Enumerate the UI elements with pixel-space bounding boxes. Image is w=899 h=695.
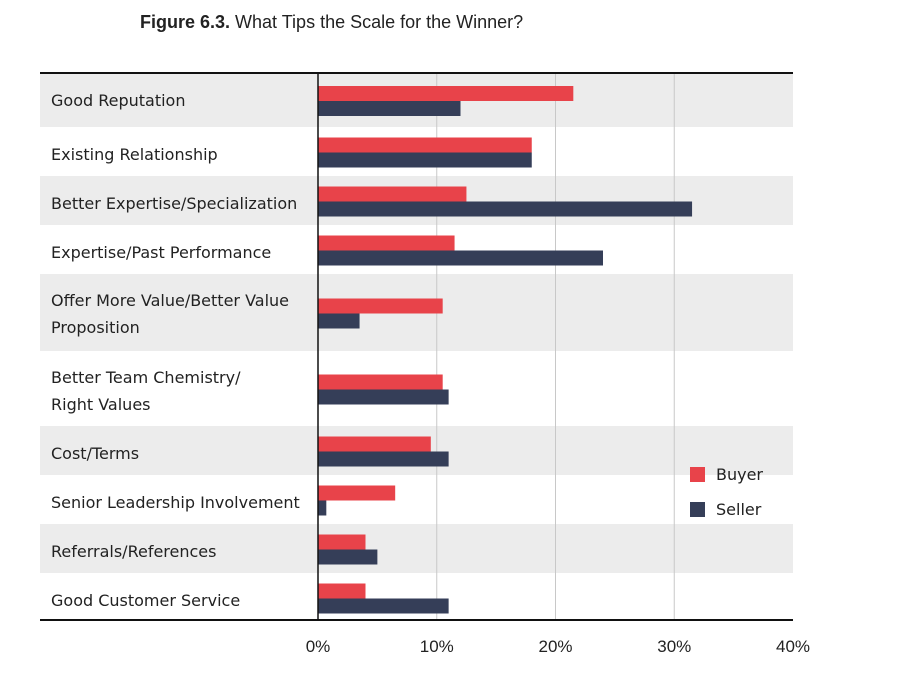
category-label: Cost/Terms [51, 444, 139, 463]
x-tick-label: 40% [776, 637, 810, 656]
figure-title-text: What Tips the Scale for the Winner? [235, 12, 524, 32]
seller-bar [318, 152, 532, 168]
x-tick-label: 0% [306, 637, 331, 656]
category-label: Good Customer Service [51, 591, 240, 610]
seller-bar [318, 598, 449, 614]
buyer-bar [318, 485, 396, 501]
buyer-bar [318, 534, 366, 550]
buyer-bar [318, 137, 532, 153]
category-label: Right Values [51, 395, 151, 414]
category-label: Better Team Chemistry/ [51, 368, 241, 387]
category-label: Good Reputation [51, 91, 185, 110]
x-tick-label: 30% [657, 637, 691, 656]
category-label: Offer More Value/Better Value [51, 291, 289, 310]
buyer-bar [318, 86, 574, 101]
category-label: Referrals/References [51, 542, 216, 561]
seller-bar [318, 549, 378, 565]
seller-bar [318, 500, 327, 516]
category-label: Senior Leadership Involvement [51, 493, 300, 512]
x-tick-label: 10% [420, 637, 454, 656]
category-label: Better Expertise/Specialization [51, 194, 297, 213]
category-label: Expertise/Past Performance [51, 243, 271, 262]
buyer-bar [318, 374, 443, 390]
figure-label: Figure 6.3. [140, 12, 231, 32]
seller-bar [318, 389, 449, 405]
category-label: Existing Relationship [51, 145, 218, 164]
seller-bar [318, 250, 603, 266]
buyer-bar [318, 436, 431, 452]
x-tick-label: 20% [538, 637, 572, 656]
buyer-bar [318, 298, 443, 314]
buyer-bar [318, 186, 467, 202]
category-label: Proposition [51, 318, 140, 337]
seller-bar [318, 201, 693, 217]
seller-bar [318, 313, 360, 329]
legend-buyer-label: Buyer [716, 465, 763, 484]
seller-bar [318, 101, 461, 116]
legend-buyer-swatch [690, 467, 705, 482]
seller-bar [318, 451, 449, 467]
buyer-bar [318, 235, 455, 251]
row-band [40, 524, 793, 573]
buyer-bar [318, 583, 366, 599]
legend-seller-swatch [690, 502, 705, 517]
legend-seller-label: Seller [716, 500, 762, 519]
chart-title: Figure 6.3. What Tips the Scale for the … [140, 12, 523, 33]
